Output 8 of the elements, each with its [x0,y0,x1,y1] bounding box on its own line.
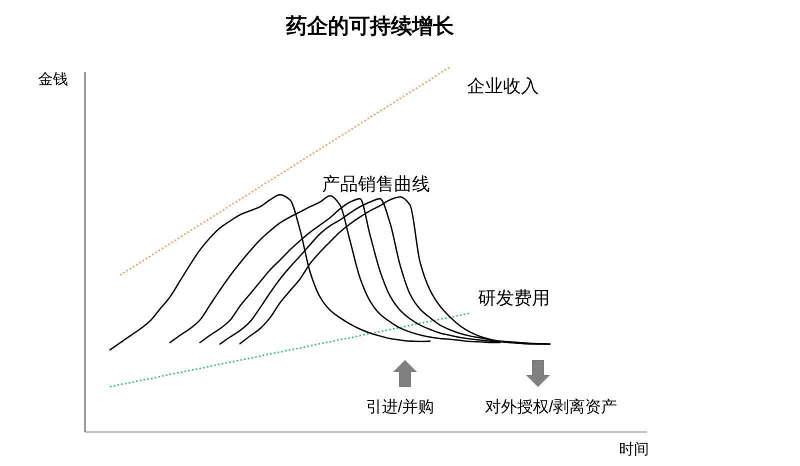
x-axis-title: 时间 [619,441,649,458]
annotation: 引进/并购 [366,398,434,416]
series-label: 研发费用 [478,288,550,308]
annotation: 产品销售曲线 [322,174,430,194]
series-label: 企业收入 [467,76,539,96]
y-axis-title: 金钱 [38,71,68,88]
annotation: 对外授权/剥离资产 [484,398,618,416]
chart-title: 药企的可持续增长 [285,15,455,38]
